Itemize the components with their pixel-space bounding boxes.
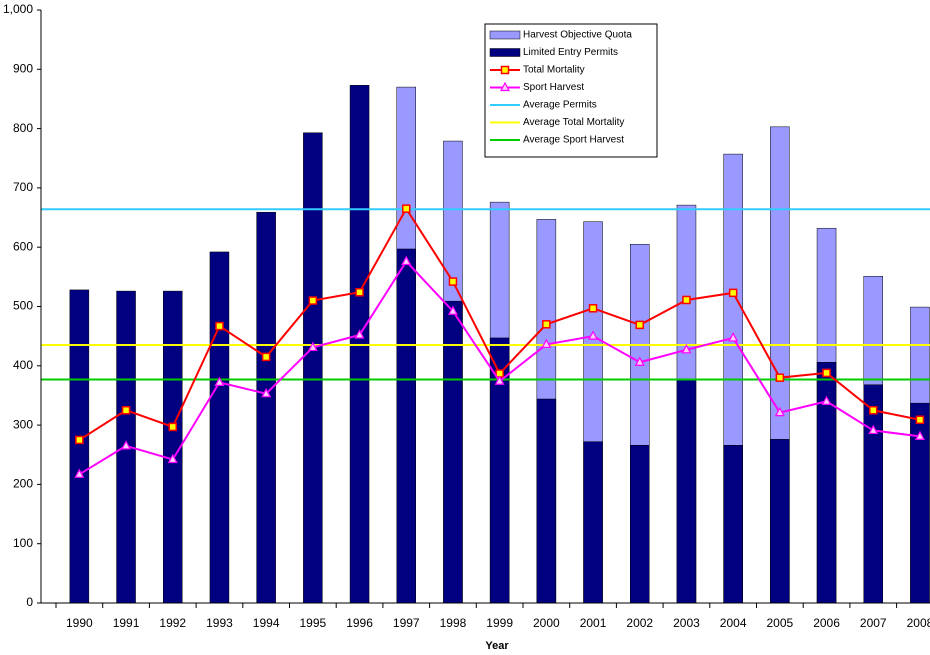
point-marker xyxy=(447,305,458,315)
point-marker xyxy=(634,356,645,366)
x-tick-label: 2003 xyxy=(673,616,700,630)
x-tick-label: 2005 xyxy=(766,616,793,630)
y-tick-label: 800 xyxy=(13,121,33,135)
y-tick-label: 900 xyxy=(13,61,33,75)
y-tick-label: 1,000 xyxy=(3,2,33,16)
x-tick-label: 1993 xyxy=(206,616,233,630)
x-tick-label: 1996 xyxy=(346,616,373,630)
point-marker xyxy=(869,406,878,415)
point-marker xyxy=(215,321,224,331)
legend-label: Average Permits xyxy=(523,100,597,111)
x-tick-label: 2002 xyxy=(626,616,653,630)
point-marker xyxy=(74,468,85,478)
point-marker xyxy=(214,376,225,387)
x-tick-label: 2000 xyxy=(533,616,560,630)
x-tick-label: 1990 xyxy=(66,616,93,630)
point-marker xyxy=(261,387,272,398)
point-marker xyxy=(261,352,271,362)
point-marker xyxy=(355,288,364,297)
point-marker xyxy=(775,373,785,382)
x-tick-label: 1999 xyxy=(486,616,513,630)
legend-marker xyxy=(500,65,510,75)
point-marker xyxy=(914,430,925,440)
bar xyxy=(536,398,557,604)
point-marker xyxy=(588,330,599,340)
x-tick-label: 2004 xyxy=(720,616,747,630)
bar xyxy=(209,251,230,604)
point-marker xyxy=(728,332,739,342)
bar xyxy=(256,211,276,604)
x-tick-label: 1995 xyxy=(299,616,326,630)
point-marker xyxy=(167,453,178,464)
x-tick-label: 1992 xyxy=(159,616,186,630)
bar xyxy=(69,289,90,604)
y-tick-label: 0 xyxy=(26,595,33,609)
point-marker xyxy=(121,406,131,415)
bar xyxy=(303,132,323,604)
point-marker xyxy=(588,304,598,313)
point-marker xyxy=(354,329,365,339)
x-tick-label: 2008 xyxy=(907,616,930,630)
bar xyxy=(723,445,743,604)
x-tick-label: 2006 xyxy=(813,616,840,630)
legend-swatch xyxy=(489,30,521,40)
y-tick-label: 300 xyxy=(13,417,33,431)
point-marker xyxy=(494,375,505,385)
point-marker xyxy=(308,296,318,305)
x-tick-label: 1998 xyxy=(440,616,467,630)
legend-label: Average Sport Harvest xyxy=(523,135,624,146)
point-marker xyxy=(402,204,411,213)
x-tick-label: 1994 xyxy=(253,616,280,630)
point-marker xyxy=(168,422,177,432)
y-tick-label: 600 xyxy=(13,239,33,253)
legend-label: Total Mortality xyxy=(523,65,585,76)
point-marker xyxy=(821,395,832,405)
bar xyxy=(396,248,416,604)
point-marker xyxy=(635,320,644,330)
x-tick-label: 2001 xyxy=(580,616,607,630)
point-marker xyxy=(774,406,785,417)
point-marker xyxy=(915,415,925,425)
y-tick-label: 400 xyxy=(13,358,33,372)
legend: Harvest Objective Quota Limited Entry Per… xyxy=(484,23,658,158)
x-axis-label: Year xyxy=(485,640,509,652)
legend-box xyxy=(484,23,658,158)
legend-swatch xyxy=(489,48,521,57)
legend-label: Sport Harvest xyxy=(523,82,584,93)
legend-label: Harvest Objective Quota xyxy=(523,30,632,41)
point-marker xyxy=(401,255,412,266)
bar xyxy=(443,300,463,604)
x-tick-label: 2007 xyxy=(860,616,887,630)
point-marker xyxy=(75,435,84,445)
bar xyxy=(770,439,790,604)
bar xyxy=(676,379,697,604)
y-tick-label: 100 xyxy=(13,536,33,550)
point-marker xyxy=(682,295,691,305)
point-marker xyxy=(448,277,458,286)
y-tick-label: 500 xyxy=(13,299,33,313)
x-tick-label: 1991 xyxy=(113,616,140,630)
y-tick-label: 700 xyxy=(13,180,33,194)
point-marker xyxy=(728,288,738,298)
legend-label: Limited Entry Permits xyxy=(523,47,618,58)
point-marker xyxy=(542,320,551,329)
bar xyxy=(863,384,883,604)
legend-marker xyxy=(500,81,510,92)
legend-label: Average Total Mortality xyxy=(523,117,624,128)
point-marker xyxy=(121,440,132,450)
point-marker xyxy=(868,424,879,435)
bar xyxy=(630,445,650,604)
x-tick-label: 1997 xyxy=(393,616,420,630)
point-marker xyxy=(681,344,692,354)
y-tick-label: 200 xyxy=(13,477,33,491)
point-marker xyxy=(307,341,318,352)
bar xyxy=(583,441,603,604)
point-marker xyxy=(541,338,552,349)
point-marker xyxy=(822,368,831,378)
